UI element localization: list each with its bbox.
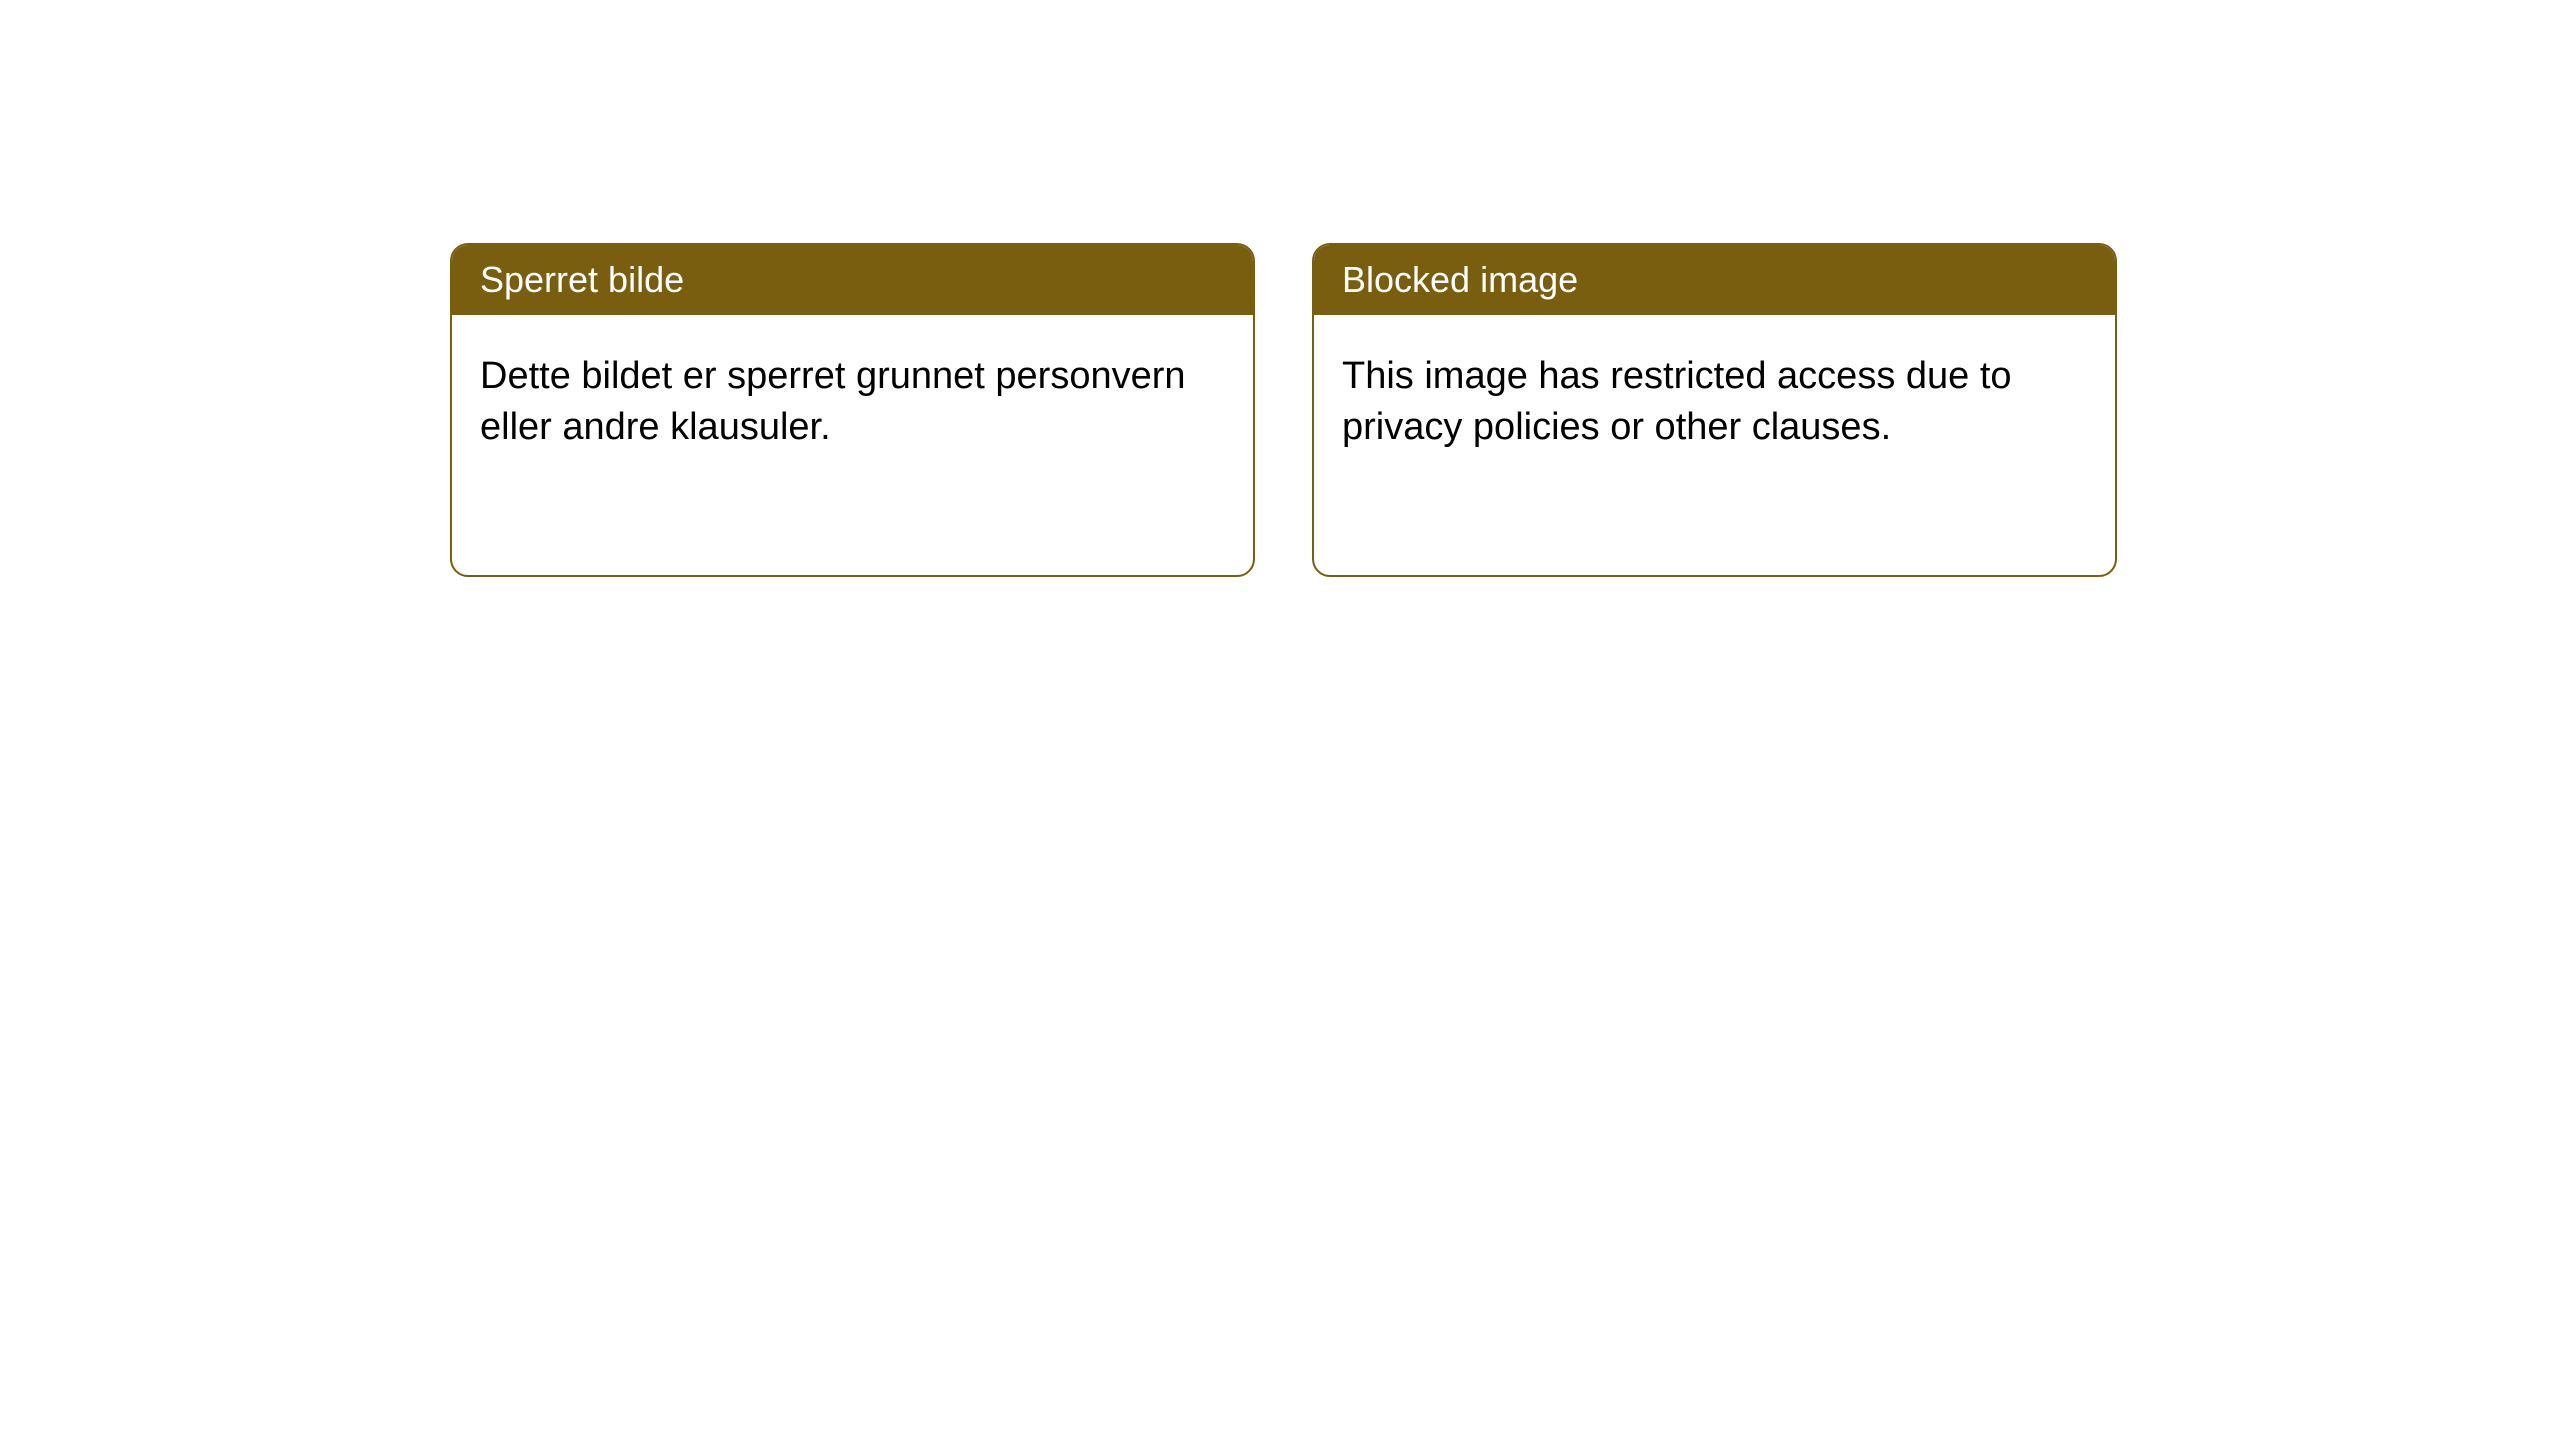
notice-card-norwegian: Sperret bilde Dette bildet er sperret gr… <box>450 243 1255 577</box>
notice-container: Sperret bilde Dette bildet er sperret gr… <box>450 243 2117 577</box>
card-header-english: Blocked image <box>1314 245 2115 315</box>
card-body-norwegian: Dette bildet er sperret grunnet personve… <box>452 315 1253 490</box>
card-text-norwegian: Dette bildet er sperret grunnet personve… <box>480 355 1186 448</box>
card-title-english: Blocked image <box>1342 259 1578 300</box>
notice-card-english: Blocked image This image has restricted … <box>1312 243 2117 577</box>
card-body-english: This image has restricted access due to … <box>1314 315 2115 490</box>
card-title-norwegian: Sperret bilde <box>480 259 684 300</box>
card-header-norwegian: Sperret bilde <box>452 245 1253 315</box>
card-text-english: This image has restricted access due to … <box>1342 355 2012 448</box>
